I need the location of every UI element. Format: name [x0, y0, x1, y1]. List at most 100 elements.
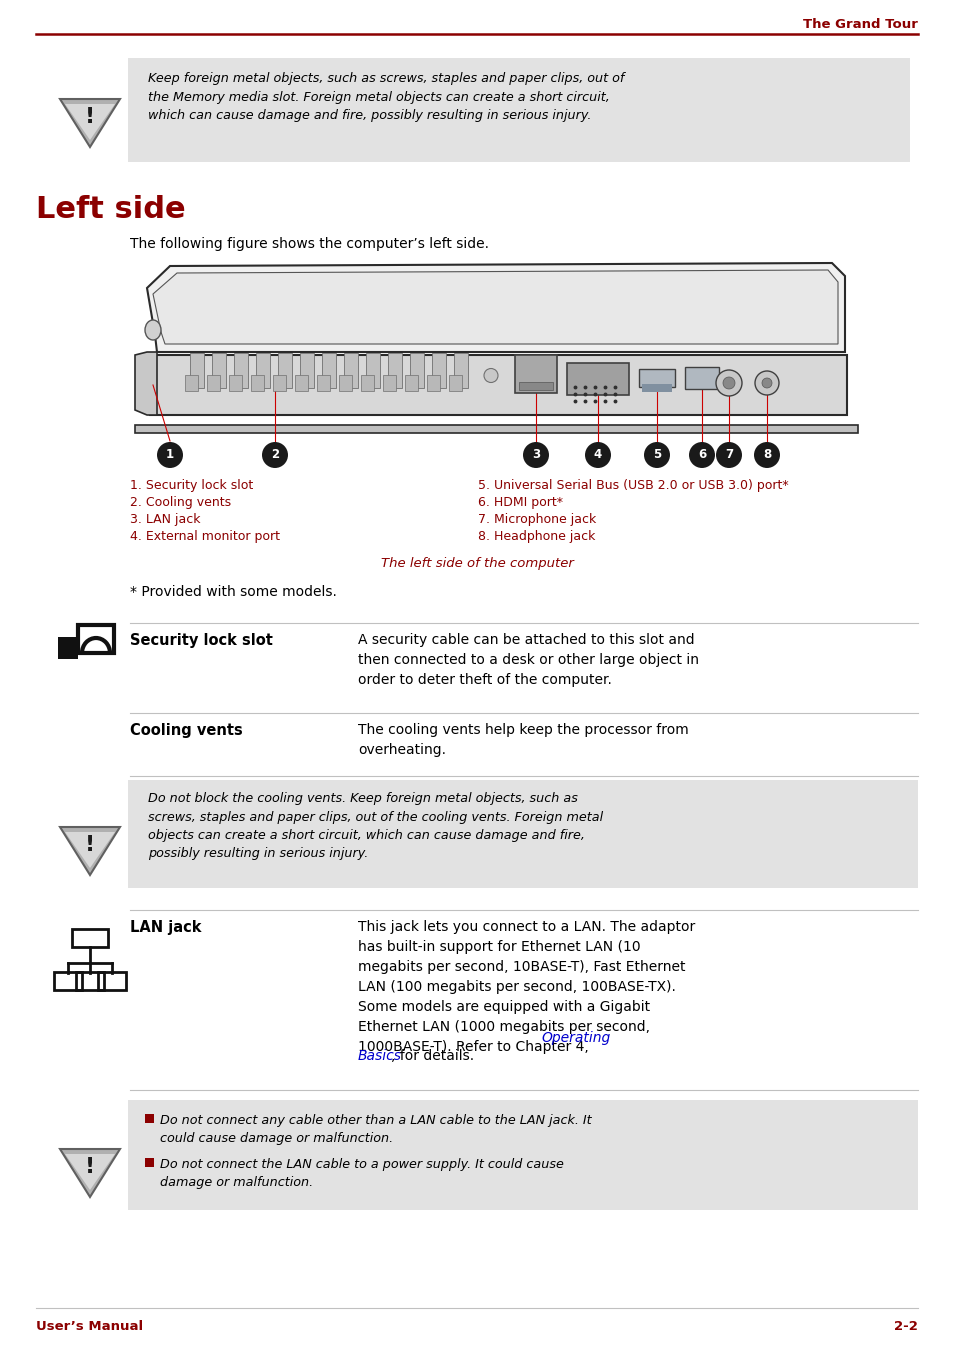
- Bar: [366, 353, 379, 388]
- Text: 6. HDMI port*: 6. HDMI port*: [477, 496, 562, 508]
- Bar: [294, 375, 308, 391]
- Circle shape: [688, 442, 714, 468]
- Text: LAN jack: LAN jack: [130, 919, 201, 936]
- Bar: [98, 972, 126, 990]
- Text: 5. Universal Serial Bus (USB 2.0 or USB 3.0) port*: 5. Universal Serial Bus (USB 2.0 or USB …: [477, 479, 788, 492]
- Circle shape: [716, 442, 741, 468]
- Text: 4. External monitor port: 4. External monitor port: [130, 530, 280, 544]
- Bar: [382, 375, 395, 391]
- Bar: [360, 375, 374, 391]
- Bar: [641, 384, 671, 392]
- Bar: [58, 637, 78, 658]
- Polygon shape: [60, 99, 120, 147]
- Polygon shape: [147, 264, 844, 352]
- Bar: [78, 625, 113, 653]
- Text: Basics: Basics: [357, 1049, 401, 1064]
- Bar: [277, 353, 292, 388]
- Bar: [54, 972, 82, 990]
- Text: * Provided with some models.: * Provided with some models.: [130, 585, 336, 599]
- Text: !: !: [85, 836, 95, 856]
- Text: 3: 3: [532, 449, 539, 461]
- Text: 8: 8: [762, 449, 770, 461]
- FancyBboxPatch shape: [128, 58, 909, 162]
- Polygon shape: [135, 352, 157, 415]
- Circle shape: [522, 442, 548, 468]
- Bar: [344, 353, 357, 388]
- Text: 8. Headphone jack: 8. Headphone jack: [477, 530, 595, 544]
- Polygon shape: [65, 1155, 115, 1190]
- Polygon shape: [65, 831, 115, 868]
- Bar: [432, 353, 446, 388]
- Bar: [71, 929, 108, 946]
- Polygon shape: [65, 104, 115, 141]
- Bar: [684, 366, 719, 389]
- Circle shape: [722, 377, 734, 389]
- Text: !: !: [85, 1157, 95, 1178]
- Bar: [135, 425, 857, 433]
- Polygon shape: [60, 827, 120, 875]
- Text: , for details.: , for details.: [391, 1049, 474, 1064]
- Bar: [316, 375, 330, 391]
- Bar: [454, 353, 468, 388]
- Bar: [190, 353, 204, 388]
- Bar: [212, 353, 226, 388]
- Text: !: !: [85, 107, 95, 127]
- Text: 2-2: 2-2: [893, 1320, 917, 1333]
- Bar: [273, 375, 286, 391]
- Polygon shape: [60, 1149, 120, 1197]
- Text: 1: 1: [166, 449, 173, 461]
- Bar: [145, 1114, 153, 1124]
- Bar: [299, 353, 314, 388]
- Text: 2: 2: [271, 449, 279, 461]
- Text: User’s Manual: User’s Manual: [36, 1320, 143, 1333]
- Circle shape: [643, 442, 669, 468]
- Bar: [150, 356, 846, 415]
- FancyBboxPatch shape: [128, 1101, 917, 1210]
- Circle shape: [584, 442, 610, 468]
- Bar: [566, 362, 628, 395]
- Bar: [338, 375, 352, 391]
- Text: A security cable can be attached to this slot and
then connected to a desk or ot: A security cable can be attached to this…: [357, 633, 699, 687]
- Circle shape: [262, 442, 288, 468]
- Bar: [515, 356, 557, 393]
- FancyBboxPatch shape: [128, 780, 917, 888]
- Text: 5: 5: [652, 449, 660, 461]
- Bar: [427, 375, 439, 391]
- Text: Do not connect any cable other than a LAN cable to the LAN jack. It
could cause : Do not connect any cable other than a LA…: [160, 1114, 591, 1145]
- Bar: [518, 383, 553, 389]
- Text: This jack lets you connect to a LAN. The adaptor
has built-in support for Ethern: This jack lets you connect to a LAN. The…: [357, 919, 695, 1055]
- Bar: [322, 353, 335, 388]
- Bar: [639, 369, 675, 387]
- Ellipse shape: [145, 320, 161, 339]
- Bar: [233, 353, 248, 388]
- Bar: [255, 353, 270, 388]
- Text: 2. Cooling vents: 2. Cooling vents: [130, 496, 231, 508]
- Text: Cooling vents: Cooling vents: [130, 723, 242, 738]
- Bar: [76, 972, 104, 990]
- Text: 7. Microphone jack: 7. Microphone jack: [477, 512, 596, 526]
- Bar: [251, 375, 264, 391]
- Polygon shape: [152, 270, 837, 343]
- Bar: [185, 375, 198, 391]
- Text: 3. LAN jack: 3. LAN jack: [130, 512, 200, 526]
- Text: The following figure shows the computer’s left side.: The following figure shows the computer’…: [130, 237, 489, 251]
- Bar: [449, 375, 461, 391]
- Bar: [410, 353, 423, 388]
- Text: Do not connect the LAN cable to a power supply. It could cause
damage or malfunc: Do not connect the LAN cable to a power …: [160, 1159, 563, 1188]
- Circle shape: [157, 442, 183, 468]
- Circle shape: [761, 379, 771, 388]
- Bar: [388, 353, 401, 388]
- Text: 4: 4: [594, 449, 601, 461]
- Text: 1. Security lock slot: 1. Security lock slot: [130, 479, 253, 492]
- Circle shape: [483, 369, 497, 383]
- Bar: [229, 375, 242, 391]
- Text: 6: 6: [698, 449, 705, 461]
- Bar: [145, 1159, 153, 1167]
- Text: The cooling vents help keep the processor from
overheating.: The cooling vents help keep the processo…: [357, 723, 688, 757]
- Text: Keep foreign metal objects, such as screws, staples and paper clips, out of
the : Keep foreign metal objects, such as scre…: [148, 72, 623, 122]
- Text: Security lock slot: Security lock slot: [130, 633, 273, 648]
- Text: The Grand Tour: The Grand Tour: [802, 18, 917, 31]
- Text: 7: 7: [724, 449, 732, 461]
- Circle shape: [716, 370, 741, 396]
- Text: Do not block the cooling vents. Keep foreign metal objects, such as
screws, stap: Do not block the cooling vents. Keep for…: [148, 792, 602, 860]
